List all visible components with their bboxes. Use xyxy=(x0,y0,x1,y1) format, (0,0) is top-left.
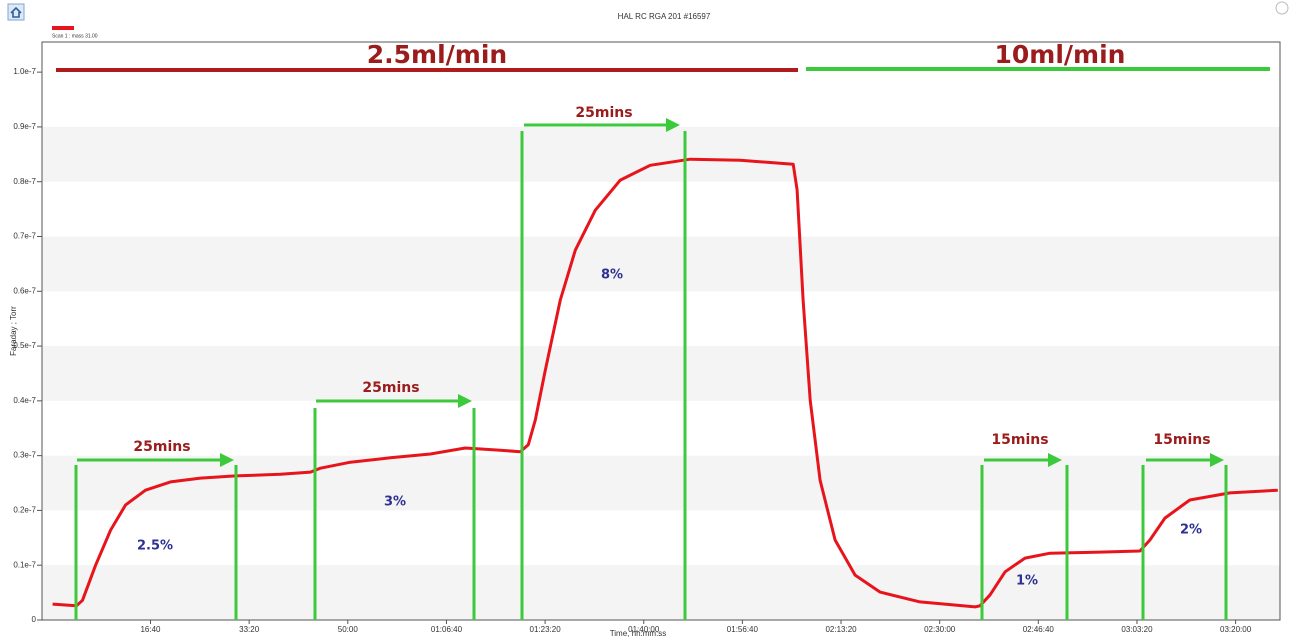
grid-band xyxy=(42,455,1280,511)
x-tick-label: 02:30:00 xyxy=(924,625,956,634)
y-tick-label: 1.0e-7 xyxy=(13,67,36,76)
grid-band xyxy=(42,565,1280,620)
plot-frame xyxy=(41,41,1281,621)
duration-arrows xyxy=(77,118,1224,467)
y-tick-label: 0.1e-7 xyxy=(13,560,36,569)
annotation: 15mins xyxy=(991,432,1048,448)
x-tick-label: 02:13:20 xyxy=(825,625,857,634)
annotation: 8% xyxy=(601,268,623,283)
x-tick-label: 01:23:20 xyxy=(530,625,562,634)
legend-label: Scan 1 : mass 31.00 xyxy=(52,33,98,39)
y-tick-label: 0.5e-7 xyxy=(13,341,36,350)
y-tick-label: 0.4e-7 xyxy=(13,396,36,405)
annotation: 1% xyxy=(1016,574,1038,589)
grid-band xyxy=(42,346,1280,401)
y-axis-label: Faraday ; Torr xyxy=(9,306,18,356)
legend-swatch xyxy=(52,26,74,30)
x-tick-label: 02:46:40 xyxy=(1023,625,1055,634)
x-tick-label: 16:40 xyxy=(140,625,161,634)
x-tick-label: 01:40:00 xyxy=(628,625,660,634)
y-tick-label: 0.6e-7 xyxy=(13,286,36,295)
x-tick-label: 01:56:40 xyxy=(727,625,759,634)
x-tick-label: 03:03:20 xyxy=(1121,625,1153,634)
annotation: 25mins xyxy=(575,105,632,121)
annotation: 25mins xyxy=(133,439,190,455)
annotation: 15mins xyxy=(1153,432,1210,448)
y-tick-label: 0.3e-7 xyxy=(13,451,36,460)
x-tick-label: 33:20 xyxy=(239,625,260,634)
y-tick-label: 0.8e-7 xyxy=(13,177,36,186)
grid-band xyxy=(42,126,1280,182)
x-axis-label: Time, hh:mm:ss xyxy=(610,629,667,638)
x-tick-label: 03:20:00 xyxy=(1220,625,1252,634)
x-tick-label: 01:06:40 xyxy=(431,625,463,634)
y-tick-label: 0.7e-7 xyxy=(13,232,36,241)
annotation: 10ml/min xyxy=(995,40,1126,69)
y-tick-label: 0.9e-7 xyxy=(13,122,36,131)
settings-icon[interactable] xyxy=(1275,1,1289,15)
annotation: 25mins xyxy=(362,380,419,396)
annotation: 3% xyxy=(384,495,406,510)
chart-title: HAL RC RGA 201 #16597 xyxy=(618,12,711,21)
data-line xyxy=(52,157,1278,609)
x-tick-label: 50:00 xyxy=(338,625,359,634)
y-tick-label: 0.2e-7 xyxy=(13,506,36,515)
annotation: 2.5ml/min xyxy=(367,40,507,69)
annotation: 2.5% xyxy=(137,539,173,554)
home-icon[interactable] xyxy=(7,3,25,21)
y-tick-label: 0 xyxy=(32,615,37,624)
annotation: 2% xyxy=(1180,523,1202,538)
step-markers xyxy=(74,131,1228,620)
grid-band xyxy=(42,236,1280,292)
